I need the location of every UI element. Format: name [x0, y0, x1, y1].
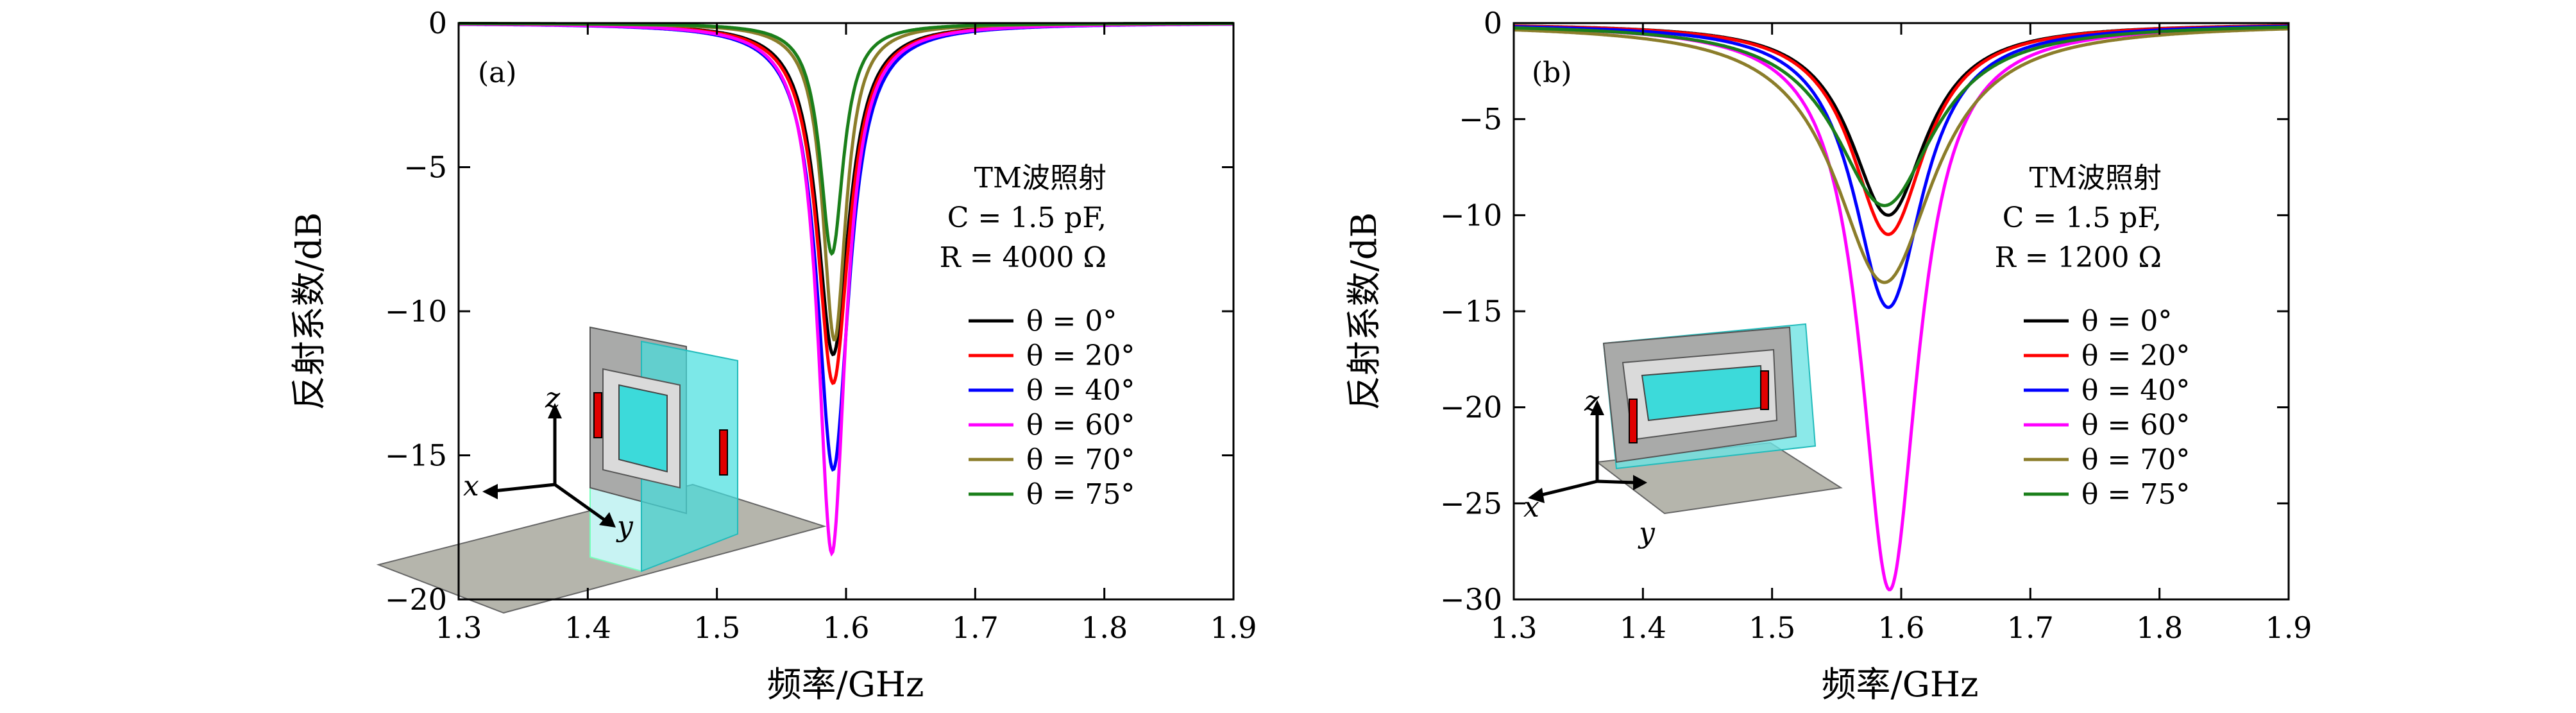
y-tick-label: −20 [1440, 390, 1502, 425]
y-tick-label: −10 [385, 294, 447, 329]
inset-axis-z: z [545, 382, 561, 415]
x-tick-label: 1.5 [1749, 610, 1795, 645]
series-line-0 [1513, 24, 2289, 217]
x-tick-label: 1.9 [2265, 610, 2312, 645]
y-tick-label: −30 [1440, 582, 1502, 617]
y-tick-label: −10 [1440, 198, 1502, 232]
legend-entry: θ = 40° [1026, 374, 1135, 407]
annotation-line: R = 4000 Ω [940, 241, 1106, 274]
panel-b: (b) x y z 1.3 1.4 1.5 1.6 1.7 1.8 1.9 0 −5 −10 −15… [1344, 6, 2312, 705]
x-tick-label: 1.7 [2007, 610, 2054, 645]
legend-entry: θ = 40° [2081, 374, 2190, 407]
y-tick-label: −20 [385, 582, 447, 617]
legend-entry: θ = 70° [1026, 443, 1135, 476]
legend-entry: θ = 20° [1026, 339, 1135, 372]
y-tick-label: −5 [403, 150, 447, 185]
y-tick-label: −5 [1459, 102, 1502, 137]
x-tick-label: 1.9 [1210, 610, 1257, 645]
legend-entry: θ = 60° [2081, 409, 2190, 442]
inset-axis-z: z [1584, 385, 1600, 418]
x-tick-label: 1.3 [1490, 610, 1537, 645]
series-line-4 [1514, 27, 2289, 284]
x-tick-label: 1.3 [435, 610, 482, 645]
y-tick-label: 0 [1484, 6, 1502, 40]
legend-entry: θ = 0° [2081, 305, 2172, 338]
series-line-5 [1513, 25, 2289, 207]
legend-entry: θ = 60° [1026, 409, 1135, 442]
annotation-line: C = 1.5 pF, [947, 202, 1106, 234]
legend-entry: θ = 75° [2081, 478, 2190, 511]
x-tick-label: 1.4 [1620, 610, 1666, 645]
legend-entry: θ = 75° [1026, 478, 1135, 511]
y-tick-label: 0 [428, 6, 447, 40]
x-tick-label: 1.8 [1081, 610, 1128, 645]
inset-3d-structure: x y z [376, 326, 827, 614]
inset-axis-x: x [463, 470, 479, 503]
series-line-4 [459, 22, 1233, 341]
x-axis-label: 频率/GHz [767, 664, 924, 705]
panel-a: (a) x y z 1.3 1.4 1.5 1.6 1.7 1.8 1.9 0 −5 −10 −15… [289, 6, 1257, 705]
y-axis-label: 反射系数/dB [289, 212, 329, 410]
legend-entry: θ = 20° [2081, 339, 2190, 372]
panel-label: (a) [478, 56, 517, 89]
x-tick-label: 1.5 [693, 610, 740, 645]
y-tick-label: −15 [385, 438, 447, 473]
x-tick-label: 1.6 [822, 610, 869, 645]
x-tick-label: 1.8 [2136, 610, 2183, 645]
inset-3d-structure: x y z [1523, 323, 1843, 549]
inset-axis-y: y [1638, 517, 1656, 549]
axes-frame [1513, 22, 2290, 601]
annotation-line: R = 1200 Ω [1995, 241, 2162, 274]
inset-axis-y: y [616, 510, 634, 543]
legend-entry: θ = 0° [1026, 305, 1117, 338]
annotation-line: TM波照射 [974, 162, 1106, 194]
annotation-line: TM波照射 [2029, 162, 2162, 194]
x-axis-label: 频率/GHz [1822, 664, 1979, 705]
y-tick-label: −15 [1440, 294, 1502, 329]
y-axis-label: 反射系数/dB [1344, 212, 1384, 410]
legend-entry: θ = 70° [2081, 443, 2190, 476]
x-tick-label: 1.6 [1877, 610, 1924, 645]
inset-axis-x: x [1523, 491, 1539, 524]
annotation-line: C = 1.5 pF, [2003, 202, 2162, 234]
x-tick-label: 1.4 [564, 610, 611, 645]
x-tick-label: 1.7 [952, 610, 999, 645]
y-tick-label: −25 [1440, 486, 1502, 520]
panel-label: (b) [1532, 56, 1572, 89]
